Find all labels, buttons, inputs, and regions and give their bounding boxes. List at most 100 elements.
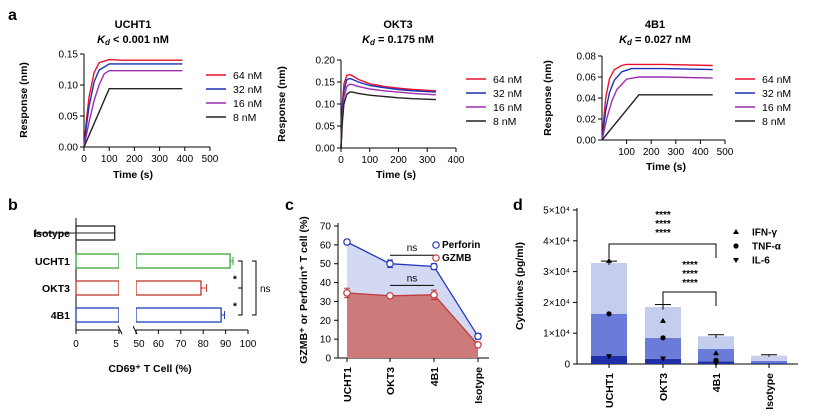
gzmb-area — [347, 292, 478, 358]
legend-marker — [733, 229, 739, 234]
y-tick-label: 70 — [320, 222, 332, 233]
bar-4B1-low — [75, 307, 120, 323]
y-tick-label: 3×10⁴ — [543, 267, 570, 278]
category-label: Isotype — [33, 228, 70, 240]
series-line-3 — [340, 91, 436, 149]
significance-bracket — [662, 291, 717, 306]
y-tick-label: 0.00 — [316, 144, 336, 155]
x-tick-label: 300 — [667, 147, 684, 158]
x-tick-label: 100 — [618, 147, 635, 158]
data-point — [343, 238, 351, 246]
legend-label: 8 nM — [762, 116, 785, 128]
category-label: 4B1 — [711, 373, 723, 392]
y-axis-label: Response (nm) — [542, 60, 554, 136]
x-tick-label: 5 — [113, 339, 119, 350]
x-tick-label: 100 — [361, 155, 378, 166]
data-point — [386, 259, 394, 268]
category-label: OKT3 — [385, 367, 397, 395]
y-tick-label: 0.00 — [577, 136, 597, 147]
legend-label: 16 nM — [493, 102, 522, 114]
series-line-1 — [340, 77, 436, 149]
y-tick-label: 0.10 — [316, 100, 336, 111]
x-tick-label: 500 — [202, 154, 219, 165]
chart-cytokines: 0 1×10⁴ 2×10⁴ 3×10⁴ 4×10⁴ 5×10⁴ UCHT1 OKT3 4B1 Is… — [514, 206, 798, 410]
significance-label: ns — [407, 273, 418, 284]
data-point — [430, 291, 438, 299]
y-tick-label: 0.05 — [59, 112, 79, 123]
panel-label-b: b — [8, 197, 18, 214]
significance-label: **** — [682, 260, 698, 271]
y-axis-label: Response (nm) — [276, 66, 288, 142]
data-point-il6 — [713, 361, 719, 367]
x-tick-label: 0 — [73, 339, 79, 350]
data-point-tnf — [660, 335, 666, 341]
bar-segment-IL-6 — [751, 363, 787, 364]
chart-title: 4B1 — [645, 19, 665, 31]
x-axis-label: Time (s) — [646, 161, 686, 173]
category-label: UCHT1 — [342, 367, 354, 402]
legend-label: IL-6 — [752, 256, 770, 267]
bar-segment-IL-6 — [591, 355, 627, 364]
chart-subtitle: Kd < 0.001 nM — [97, 34, 169, 47]
legend-label: 8 nM — [493, 116, 516, 128]
y-tick-label: 0.04 — [577, 94, 597, 105]
chart-subtitle: Kd = 0.027 nM — [619, 34, 691, 47]
bar-segment-TNF-α — [591, 313, 627, 356]
y-tick-label: 0.08 — [577, 52, 597, 63]
x-tick-label: 50 — [133, 339, 145, 350]
category-label: 4B1 — [429, 367, 441, 386]
bar-UCHT1-high — [135, 253, 231, 269]
data-point-ifn — [660, 317, 666, 323]
category-label: UCHT1 — [35, 256, 70, 268]
legend-label: IFN-γ — [752, 228, 777, 239]
data-point — [386, 291, 394, 300]
series-line-1 — [601, 67, 713, 141]
legend-label: TNF-α — [752, 242, 782, 253]
data-point — [474, 332, 482, 341]
y-tick-label: 0.05 — [316, 122, 336, 133]
data-point — [430, 262, 438, 271]
x-tick-label: 400 — [692, 147, 709, 158]
panel-label-c: c — [285, 197, 294, 214]
x-tick-label: 300 — [151, 154, 168, 165]
data-point — [474, 340, 482, 349]
panel-label-d: d — [513, 197, 523, 214]
significance-bracket — [238, 287, 243, 316]
bar-OKT3-low — [75, 280, 120, 296]
x-tick-label: 0 — [338, 155, 344, 166]
series-line-2 — [601, 76, 713, 141]
series-line-0 — [601, 63, 713, 141]
chart-okt3: OKT3 Kd = 0.175 nM 0.00 0.05 0.10 0.15 0.20 0… — [276, 19, 522, 181]
y-tick-label: 0.06 — [577, 73, 597, 84]
panel-label-a: a — [8, 7, 17, 24]
significance-label: * — [233, 274, 238, 286]
series-line-Perforin — [346, 241, 479, 337]
significance-label: **** — [655, 219, 671, 230]
x-tick-label: 100 — [240, 339, 257, 350]
x-tick-label: 500 — [717, 147, 734, 158]
significance-label: ns — [407, 243, 418, 254]
series-line-2 — [83, 69, 183, 148]
data-point-tnf — [606, 311, 612, 317]
bar-segment-TNF-α — [751, 360, 787, 364]
y-axis-label: Response (nm) — [18, 62, 30, 138]
chart-subtitle: Kd = 0.175 nM — [362, 34, 434, 47]
y-tick-label: 10 — [320, 335, 332, 346]
y-tick-label: 0 — [564, 360, 570, 371]
legend-label: 32 nM — [762, 88, 791, 100]
series-line-3 — [601, 94, 713, 141]
legend-label: 16 nM — [233, 98, 262, 110]
x-tick-label: 60 — [153, 339, 165, 350]
data-point-ifn — [606, 257, 612, 263]
y-tick-label: 0.10 — [59, 81, 79, 92]
y-tick-label: 0.15 — [59, 50, 79, 61]
axis-break-gap — [119, 280, 136, 296]
legend-marker — [733, 243, 739, 249]
significance-label: **** — [682, 278, 698, 289]
x-tick-label: 400 — [448, 155, 465, 166]
y-tick-label: 60 — [320, 240, 332, 251]
y-tick-label: 2×10⁴ — [543, 298, 570, 309]
series-line-3 — [83, 87, 183, 148]
legend-label: GZMB — [442, 253, 471, 264]
